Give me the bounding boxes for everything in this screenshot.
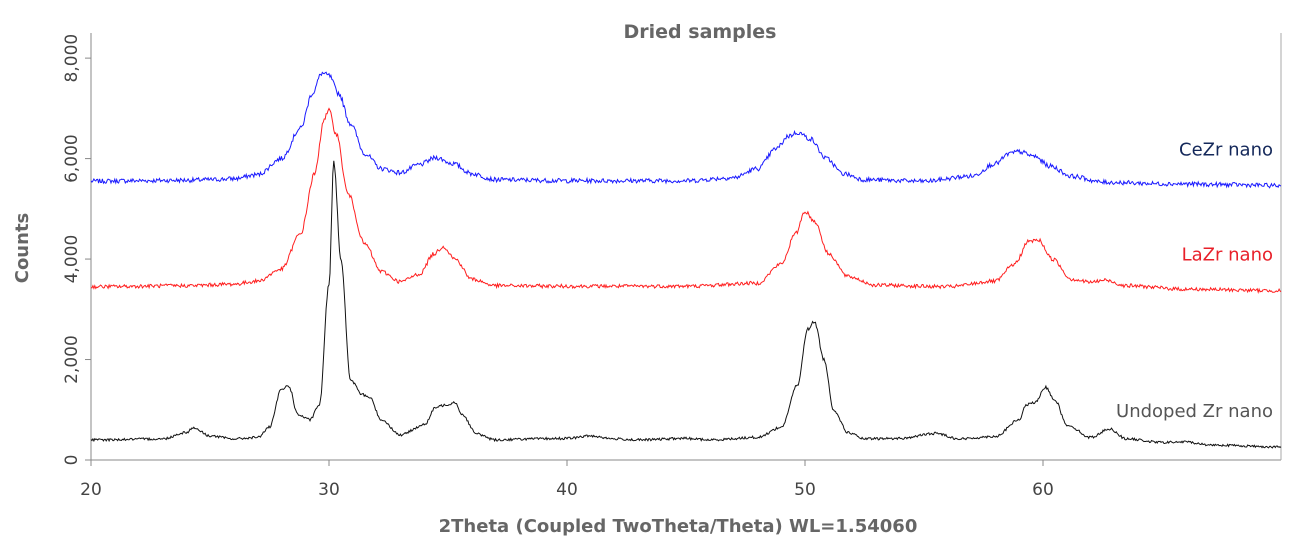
y-axis: 0 2,000 4,000 6,000 8,000 [62,33,92,466]
y-tick-label: 8,000 [62,34,82,83]
x-tick-label: 20 [80,480,102,500]
x-axis: 20 30 40 50 60 [80,33,1282,500]
y-tick-label: 6,000 [62,134,82,183]
series-line-2 [90,160,1282,449]
series-label: LaZr nano [1182,245,1273,266]
series-line-0 [90,71,1282,189]
series-line-1 [90,107,1282,294]
x-tick-label: 60 [1032,480,1054,500]
x-axis-title: 2Theta (Coupled TwoTheta/Theta) WL=1.540… [439,516,918,537]
series-label: CeZr nano [1179,140,1273,161]
y-tick-label: 2,000 [62,335,82,384]
y-tick-label: 0 [62,455,82,466]
x-tick-label: 50 [794,480,816,500]
series-labels: CeZr nano LaZr nano Undoped Zr nano [1116,140,1273,422]
plot-series [90,71,1282,449]
x-tick-label: 40 [556,480,578,500]
x-tick-label: 30 [318,480,340,500]
y-axis-title: Counts [12,213,33,284]
chart-title: Dried samples [624,21,777,43]
y-tick-label: 4,000 [62,235,82,284]
series-label: Undoped Zr nano [1116,401,1273,422]
